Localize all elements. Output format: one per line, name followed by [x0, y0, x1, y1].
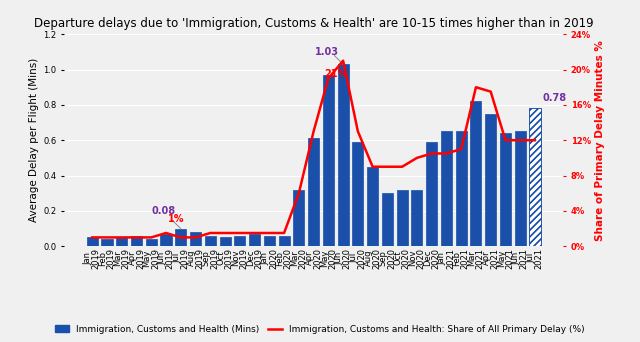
Bar: [116, 237, 127, 246]
Bar: [86, 237, 98, 246]
Text: 0.78: 0.78: [542, 93, 566, 103]
Text: 1%: 1%: [168, 214, 184, 224]
Bar: [278, 236, 290, 246]
Bar: [175, 228, 186, 246]
Title: Departure delays due to 'Immigration, Customs & Health' are 10-15 times higher t: Departure delays due to 'Immigration, Cu…: [34, 17, 593, 30]
Bar: [515, 131, 525, 246]
Bar: [426, 142, 437, 246]
Bar: [264, 236, 275, 246]
Bar: [529, 108, 541, 246]
Bar: [146, 239, 157, 246]
Bar: [323, 75, 334, 246]
Bar: [470, 101, 481, 246]
Legend: Immigration, Customs and Health (Mins), Immigration, Customs and Health: Share o: Immigration, Customs and Health (Mins), …: [52, 321, 588, 338]
Text: 1.03: 1.03: [315, 48, 339, 57]
Bar: [412, 190, 422, 246]
Bar: [382, 193, 393, 246]
Y-axis label: Share of Primary Delay Minutes %: Share of Primary Delay Minutes %: [595, 40, 605, 241]
Bar: [500, 133, 511, 246]
Bar: [161, 234, 172, 246]
Bar: [353, 142, 364, 246]
Bar: [441, 131, 452, 246]
Bar: [529, 108, 541, 246]
Bar: [249, 234, 260, 246]
Y-axis label: Average Delay per Flight (Mins): Average Delay per Flight (Mins): [29, 58, 39, 222]
Bar: [485, 114, 496, 246]
Bar: [308, 139, 319, 246]
Bar: [190, 232, 201, 246]
Bar: [456, 131, 467, 246]
Bar: [220, 237, 230, 246]
Text: 21%: 21%: [324, 69, 348, 79]
Bar: [234, 236, 245, 246]
Text: 0.08: 0.08: [151, 207, 180, 228]
Bar: [337, 64, 349, 246]
Bar: [205, 236, 216, 246]
Bar: [131, 236, 142, 246]
Bar: [367, 167, 378, 246]
Bar: [397, 190, 408, 246]
Bar: [293, 190, 305, 246]
Bar: [102, 239, 113, 246]
